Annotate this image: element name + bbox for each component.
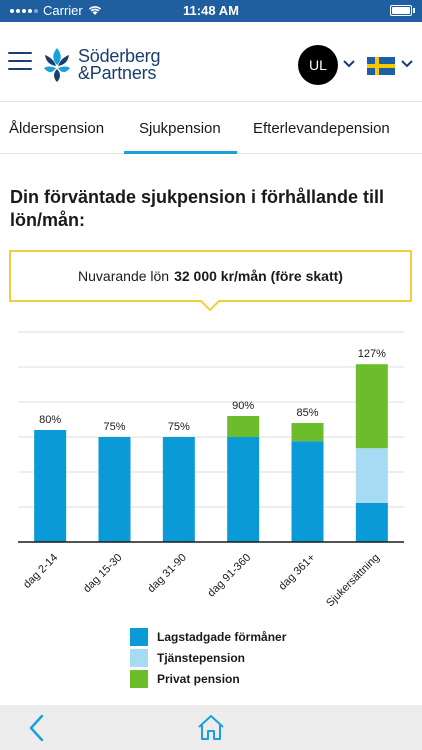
bar-privat-4 (227, 416, 260, 437)
legend-swatch-lagstadgade (130, 627, 148, 646)
x-tick-label: dag 15-30 (81, 552, 125, 596)
sweden-flag-icon[interactable] (367, 57, 395, 75)
x-tick-label: dag 361+ (276, 552, 317, 593)
legend-item-lagstadgade: Lagstadgade förmåner (130, 626, 286, 647)
bar-privat-5 (291, 423, 324, 442)
home-icon[interactable] (196, 713, 226, 741)
logo-line-2: &Partners (78, 63, 157, 83)
x-tick-label: dag 31-90 (145, 552, 189, 596)
sick-pension-chart: 80% dag 2-14 75% dag 15-30 75% dag 31-90 90% da… (0, 320, 422, 620)
chart-legend: Lagstadgade förmåner Tjänstepension Priv… (130, 626, 286, 689)
bar-privat-6 (355, 364, 388, 449)
status-bar: Carrier 11:48 AM (0, 0, 422, 22)
logo-emblem-icon (44, 48, 70, 82)
salary-value: 32 000 kr/mån (före skatt) (174, 268, 343, 284)
bar-total-label: 75% (168, 421, 190, 433)
bar-total-label: 90% (232, 400, 254, 412)
bar-total-label: 75% (103, 421, 125, 433)
bar-lagstadgade-4 (227, 437, 260, 542)
chevron-left-icon[interactable] (26, 713, 50, 743)
pension-tabs: Ålderspension Sjukpension Efterlevandepe… (0, 102, 422, 154)
carrier-label: Carrier (43, 3, 83, 18)
wifi-icon (88, 6, 101, 15)
active-tab-indicator (124, 151, 237, 154)
bar-lagstadgade-5 (291, 441, 324, 542)
bar-total-label: 127% (358, 348, 386, 360)
bar-tjanstepension-6 (355, 448, 388, 503)
legend-swatch-privat (130, 669, 148, 688)
tab-alderspension[interactable]: Ålderspension (9, 120, 105, 137)
bar-lagstadgade-2 (98, 437, 131, 542)
legend-item-privat: Privat pension (130, 668, 286, 689)
x-tick-label: dag 91-360 (205, 552, 253, 600)
legend-label-tjanstepension: Tjänstepension (157, 650, 246, 665)
bar-lagstadgade-6 (355, 502, 388, 542)
language-chevron-down-icon[interactable] (401, 60, 413, 68)
salary-label: Nuvarande lön (78, 268, 170, 284)
bar-total-label: 85% (296, 407, 318, 419)
app-header: Söderberg &Partners UL (0, 22, 422, 102)
page-title: Din förväntade sjukpension i förhållande… (10, 187, 385, 230)
tab-sjukpension[interactable]: Sjukpension (139, 120, 221, 137)
legend-swatch-tjanstepension (130, 648, 148, 667)
x-tick-label: Sjukersättning (324, 552, 382, 610)
hamburger-menu-icon[interactable] (8, 52, 32, 72)
logo-line-1: Söderberg (78, 46, 161, 66)
x-tick-label: dag 2-14 (21, 552, 60, 591)
legend-item-tjanstepension: Tjänstepension (130, 647, 286, 668)
battery-icon (390, 5, 412, 16)
salary-box: Nuvarande lön 32 000 kr/mån (före skatt) (9, 250, 412, 302)
salary-box-pointer (200, 300, 220, 312)
legend-label-privat: Privat pension (157, 671, 240, 686)
signal-icon (10, 8, 38, 13)
avatar[interactable]: UL (298, 45, 338, 85)
bar-total-label: 80% (39, 414, 61, 426)
chart-svg: 80% dag 2-14 75% dag 15-30 75% dag 31-90 90% da… (18, 331, 404, 610)
bottom-navigation-bar (0, 705, 422, 750)
profile-chevron-down-icon[interactable] (343, 60, 355, 68)
carrier-info: Carrier (10, 3, 102, 18)
bar-lagstadgade-3 (162, 437, 195, 542)
tab-efterlevandepension[interactable]: Efterlevandepension (253, 120, 390, 137)
bar-lagstadgade-1 (34, 430, 67, 542)
clock: 11:48 AM (183, 3, 239, 18)
legend-label-lagstadgade: Lagstadgade förmåner (157, 629, 287, 644)
brand-logo: Söderberg &Partners (42, 46, 160, 84)
